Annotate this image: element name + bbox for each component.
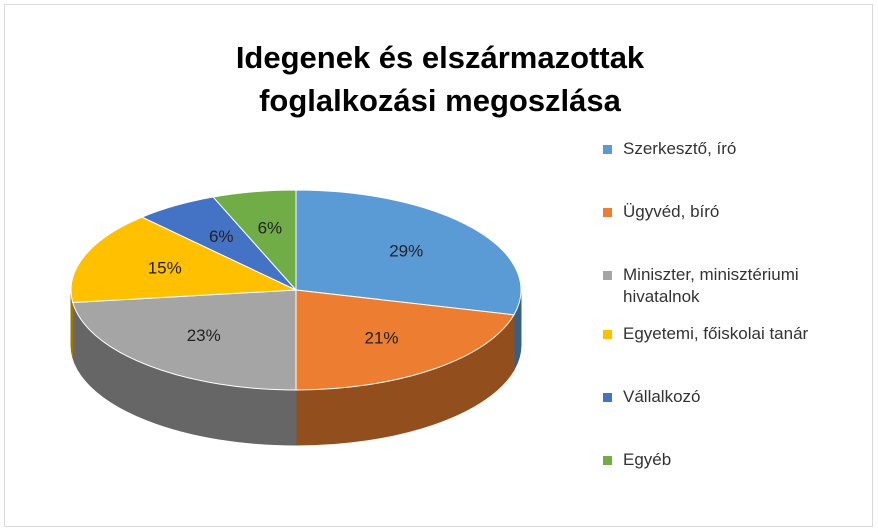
- legend-item: Szerkesztő, író: [603, 138, 873, 201]
- slice: [72, 289, 297, 391]
- legend-item: Ügyvéd, bíró: [603, 201, 873, 264]
- legend-item: Egyetemi, főiskolai tanár: [603, 323, 873, 386]
- legend-label: Egyéb: [623, 450, 672, 469]
- slice: [212, 189, 297, 292]
- legend-item: Egyéb: [603, 449, 873, 512]
- legend-swatch: [603, 271, 612, 280]
- data-label: 15%: [148, 258, 182, 277]
- legend-swatch: [603, 208, 612, 217]
- legend-label: Miniszter, minisztériumi hivatalnok: [623, 265, 799, 306]
- legend-label: Egyetemi, főiskolai tanár: [623, 324, 809, 343]
- legend-item: Vállalkozó: [603, 386, 873, 449]
- data-label: 23%: [187, 326, 221, 345]
- legend-label: Szerkesztő, író: [623, 139, 737, 158]
- legend-label: Vállalkozó: [623, 387, 701, 406]
- slice: [295, 289, 515, 391]
- slice: [70, 216, 297, 304]
- legend-label: Ügyvéd, bíró: [623, 202, 720, 221]
- legend-swatch: [603, 456, 612, 465]
- data-label: 6%: [258, 219, 283, 238]
- chart-border: [4, 4, 873, 527]
- slice: [295, 189, 522, 316]
- legend-swatch: [603, 393, 612, 402]
- legend: Szerkesztő, író Ügyvéd, bíró Miniszter, mi…: [603, 138, 873, 512]
- legend-item: Miniszter, minisztériumi hivatalnok: [603, 264, 873, 323]
- data-label: 21%: [364, 328, 398, 347]
- data-label: 29%: [389, 241, 423, 260]
- legend-swatch: [603, 145, 612, 154]
- legend-swatch: [603, 330, 612, 339]
- data-label: 6%: [209, 227, 234, 246]
- chart-title: Idegenek és elszármazottak foglalkozási …: [235, 40, 645, 118]
